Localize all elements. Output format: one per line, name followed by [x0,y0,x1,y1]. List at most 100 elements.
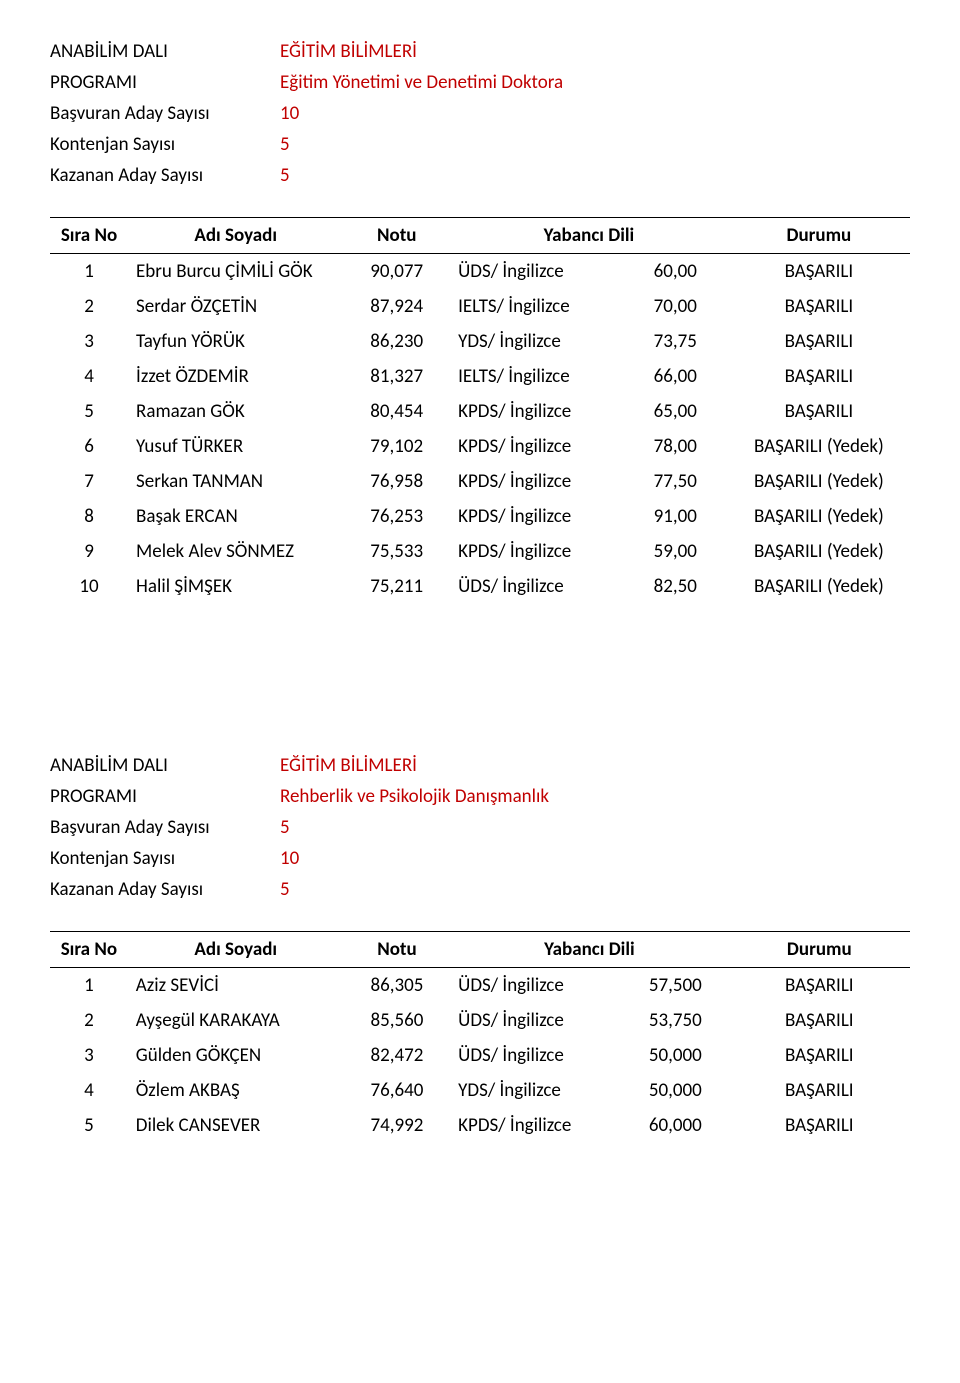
cell-durum: BAŞARILI [728,289,910,324]
results-table-2: Sıra No Adı Soyadı Notu Yabancı Dili Dur… [50,931,910,1143]
table-row: 5Dilek CANSEVER74,992KPDS/ İngilizce60,0… [50,1108,910,1143]
cell-dil: ÜDS/ İngilizce [450,254,623,290]
cell-sira: 2 [50,1003,128,1038]
cell-sira: 1 [50,254,128,290]
cell-durum: BAŞARILI [728,359,910,394]
cell-adi: Serdar ÖZÇETİN [128,289,343,324]
cell-adi: Ebru Burcu ÇİMİLİ GÖK [128,254,343,290]
cell-adi: Yusuf TÜRKER [128,429,343,464]
info-row: PROGRAMI Rehberlik ve Psikolojik Danışma… [50,785,910,808]
cell-adi: Dilek CANSEVER [128,1108,344,1143]
kontenjan-value: 5 [280,133,910,156]
basvuran-value: 5 [280,816,910,839]
kontenjan-value: 10 [280,847,910,870]
cell-durum: BAŞARILI [728,254,910,290]
cell-notu: 90,077 [343,254,450,290]
cell-puan: 91,00 [623,499,728,534]
info-row: Kontenjan Sayısı 10 [50,847,910,870]
cell-durum: BAŞARILI (Yedek) [728,464,910,499]
cell-sira: 9 [50,534,128,569]
kontenjan-label: Kontenjan Sayısı [50,847,280,870]
cell-notu: 85,560 [344,1003,450,1038]
program-label: PROGRAMI [50,71,280,94]
table-row: 2Ayşegül KARAKAYA85,560ÜDS/ İngilizce53,… [50,1003,910,1038]
cell-sira: 3 [50,1038,128,1073]
cell-notu: 79,102 [343,429,450,464]
cell-durum: BAŞARILI (Yedek) [728,534,910,569]
cell-notu: 75,211 [343,569,450,604]
anabilim-label: ANABİLİM DALI [50,754,280,777]
cell-adi: Gülden GÖKÇEN [128,1038,344,1073]
table-row: 10Halil ŞİMŞEK75,211ÜDS/ İngilizce82,50B… [50,569,910,604]
header-dil: Yabancı Dili [450,932,728,968]
table-row: 4İzzet ÖZDEMİR81,327IELTS/ İngilizce66,0… [50,359,910,394]
cell-notu: 76,640 [344,1073,450,1108]
cell-adi: Tayfun YÖRÜK [128,324,343,359]
cell-sira: 6 [50,429,128,464]
results-table-1: Sıra No Adı Soyadı Notu Yabancı Dili Dur… [50,217,910,604]
cell-adi: Özlem AKBAŞ [128,1073,344,1108]
cell-durum: BAŞARILI [728,394,910,429]
cell-dil: YDS/ İngilizce [450,324,623,359]
info-row: Kazanan Aday Sayısı 5 [50,164,910,187]
cell-puan: 70,00 [623,289,728,324]
cell-sira: 7 [50,464,128,499]
cell-dil: KPDS/ İngilizce [450,499,623,534]
table-row: 3Tayfun YÖRÜK86,230YDS/ İngilizce73,75BA… [50,324,910,359]
cell-sira: 3 [50,324,128,359]
header-adi: Adı Soyadı [128,218,343,254]
anabilim-value: EĞİTİM BİLİMLERİ [280,754,910,777]
header-adi: Adı Soyadı [128,932,344,968]
table-row: 3Gülden GÖKÇEN82,472ÜDS/ İngilizce50,000… [50,1038,910,1073]
cell-dil: ÜDS/ İngilizce [450,968,622,1004]
anabilim-value: EĞİTİM BİLİMLERİ [280,40,910,63]
cell-puan: 50,000 [622,1038,728,1073]
cell-dil: ÜDS/ İngilizce [450,569,623,604]
cell-adi: Halil ŞİMŞEK [128,569,343,604]
cell-dil: YDS/ İngilizce [450,1073,622,1108]
cell-sira: 5 [50,1108,128,1143]
kazanan-value: 5 [280,164,910,187]
program-value: Rehberlik ve Psikolojik Danışmanlık [280,785,910,808]
table-row: 6Yusuf TÜRKER79,102KPDS/ İngilizce78,00B… [50,429,910,464]
cell-adi: Serkan TANMAN [128,464,343,499]
header-durum: Durumu [729,932,910,968]
program-info-2: ANABİLİM DALI EĞİTİM BİLİMLERİ PROGRAMI … [50,754,910,901]
cell-sira: 2 [50,289,128,324]
cell-sira: 10 [50,569,128,604]
cell-adi: Başak ERCAN [128,499,343,534]
cell-adi: Ayşegül KARAKAYA [128,1003,344,1038]
cell-dil: IELTS/ İngilizce [450,289,623,324]
section-gap [50,664,910,754]
table-row: 8Başak ERCAN76,253KPDS/ İngilizce91,00BA… [50,499,910,534]
kontenjan-label: Kontenjan Sayısı [50,133,280,156]
cell-dil: KPDS/ İngilizce [450,464,623,499]
info-row: Başvuran Aday Sayısı 5 [50,816,910,839]
table-row: 1Aziz SEVİCİ86,305ÜDS/ İngilizce57,500BA… [50,968,910,1004]
info-row: Kontenjan Sayısı 5 [50,133,910,156]
cell-notu: 86,230 [343,324,450,359]
header-sira: Sıra No [50,932,128,968]
cell-puan: 57,500 [622,968,728,1004]
cell-notu: 87,924 [343,289,450,324]
cell-durum: BAŞARILI [729,1073,910,1108]
cell-notu: 74,992 [344,1108,450,1143]
cell-durum: BAŞARILI (Yedek) [728,569,910,604]
cell-dil: KPDS/ İngilizce [450,429,623,464]
cell-dil: IELTS/ İngilizce [450,359,623,394]
table-header-row: Sıra No Adı Soyadı Notu Yabancı Dili Dur… [50,932,910,968]
anabilim-label: ANABİLİM DALI [50,40,280,63]
cell-dil: ÜDS/ İngilizce [450,1038,622,1073]
cell-adi: Aziz SEVİCİ [128,968,344,1004]
cell-adi: İzzet ÖZDEMİR [128,359,343,394]
info-row: ANABİLİM DALI EĞİTİM BİLİMLERİ [50,40,910,63]
cell-dil: KPDS/ İngilizce [450,534,623,569]
basvuran-label: Başvuran Aday Sayısı [50,102,280,125]
cell-notu: 81,327 [343,359,450,394]
header-notu: Notu [344,932,450,968]
cell-notu: 82,472 [344,1038,450,1073]
header-sira: Sıra No [50,218,128,254]
program-info-1: ANABİLİM DALI EĞİTİM BİLİMLERİ PROGRAMI … [50,40,910,187]
info-row: ANABİLİM DALI EĞİTİM BİLİMLERİ [50,754,910,777]
basvuran-value: 10 [280,102,910,125]
